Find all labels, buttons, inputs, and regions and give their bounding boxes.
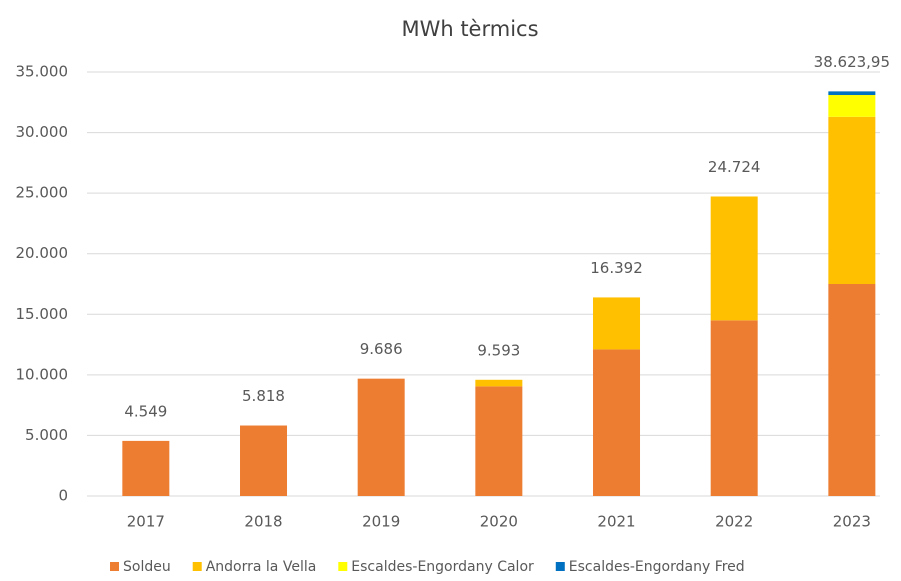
- total-label: 16.392: [590, 259, 643, 277]
- legend-swatch: [110, 562, 119, 571]
- x-tick-label: 2023: [833, 513, 871, 531]
- bar-segment: [828, 284, 876, 496]
- legend-swatch: [555, 562, 565, 571]
- total-label: 38.623,95: [814, 53, 890, 71]
- y-tick-label: 0: [58, 487, 68, 505]
- y-tick-label: 20.000: [16, 244, 69, 262]
- bar-segment: [240, 425, 288, 496]
- bar-segment: [710, 196, 758, 321]
- x-tick-label: 2022: [715, 513, 753, 531]
- bar-segment: [593, 349, 641, 496]
- chart-title: MWh tèrmics: [401, 17, 538, 41]
- bar-segment: [828, 91, 876, 96]
- y-tick-label: 30.000: [16, 123, 69, 141]
- bar-segment: [475, 379, 523, 387]
- y-tick-label: 35.000: [16, 63, 69, 81]
- bar-segment: [828, 95, 876, 117]
- legend-label: Escaldes-Engordany Fred: [569, 559, 745, 575]
- y-tick-label: 5.000: [25, 426, 68, 444]
- x-tick-label: 2018: [244, 513, 282, 531]
- bar-segment: [122, 440, 170, 496]
- total-label: 9.686: [360, 340, 403, 358]
- total-label: 4.549: [124, 402, 167, 420]
- bar-segment: [475, 386, 523, 496]
- total-label: 24.724: [708, 158, 761, 176]
- x-tick-label: 2017: [127, 513, 165, 531]
- total-label: 9.593: [477, 341, 520, 359]
- legend-swatch: [338, 562, 348, 571]
- y-tick-label: 25.000: [16, 184, 69, 202]
- x-tick-label: 2020: [480, 513, 518, 531]
- bar-segment: [593, 297, 641, 350]
- y-tick-label: 15.000: [16, 305, 69, 323]
- legend-label: Escaldes-Engordany Calor: [351, 559, 534, 575]
- bar-segment: [357, 378, 405, 496]
- total-label: 5.818: [242, 387, 285, 405]
- bar-segment: [828, 116, 876, 284]
- x-tick-label: 2021: [597, 513, 635, 531]
- x-tick-label: 2019: [362, 513, 400, 531]
- legend-label: Soldeu: [123, 559, 171, 575]
- y-tick-label: 10.000: [16, 365, 69, 383]
- legend-swatch: [192, 562, 202, 571]
- bar-segment: [710, 320, 758, 496]
- legend-label: Andorra la Vella: [206, 559, 317, 575]
